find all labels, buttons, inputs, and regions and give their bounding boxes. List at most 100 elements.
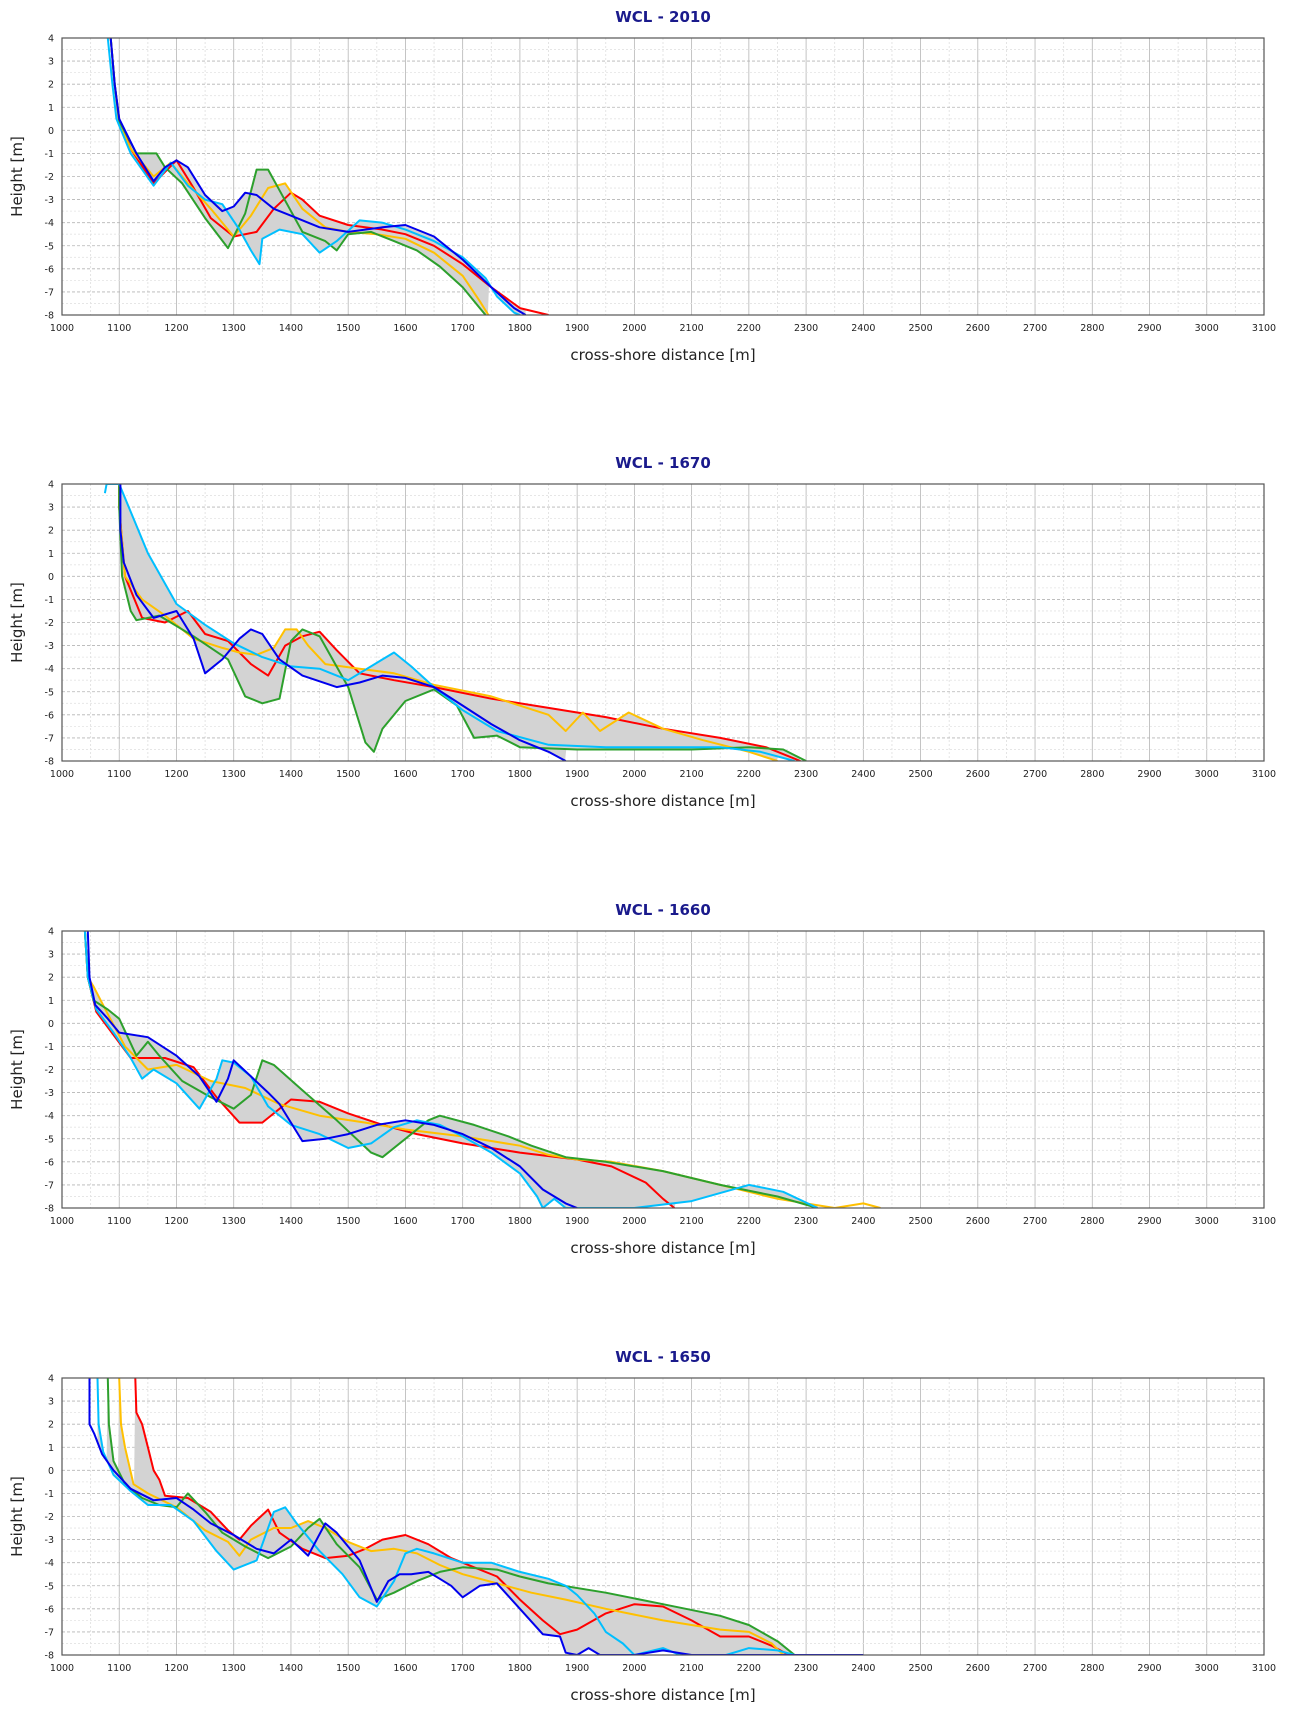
chart-panel-1: WCL - 2010 1000 1100 1200 1300 1400 1500 1600 17…: [0, 0, 1294, 380]
x-tick-label: 2600: [966, 1216, 990, 1227]
chart-title: WCL - 1660: [615, 901, 711, 919]
x-tick-label: 1000: [50, 1216, 74, 1227]
series-line-1: [134, 1378, 790, 1655]
y-tick-label: -2: [45, 1065, 54, 1076]
x-tick-label: 2600: [966, 323, 990, 334]
y-axis-label: Height [m]: [8, 1029, 26, 1110]
envelope-area: [97, 1378, 795, 1655]
x-tick-label: 1400: [279, 769, 303, 780]
y-tick-label: -5: [45, 1581, 54, 1592]
x-tick-label: 1400: [279, 1663, 303, 1674]
x-tick-label: 2100: [680, 1663, 704, 1674]
y-tick-label: 1: [48, 103, 54, 114]
x-tick-label: 1200: [164, 1216, 188, 1227]
y-tick-label: 0: [48, 1019, 54, 1030]
series-line-4: [96, 1378, 795, 1655]
x-tick-label: 2400: [851, 1663, 875, 1674]
x-tick-label: 2800: [1080, 323, 1104, 334]
x-tick-label: 3100: [1252, 1216, 1276, 1227]
x-tick-label: 1600: [393, 1663, 417, 1674]
y-tick-label: -1: [45, 1489, 54, 1500]
x-tick-label: 1000: [50, 323, 74, 334]
plot-border: [61, 37, 1265, 316]
y-tick-label: 1: [48, 549, 54, 560]
x-tick-label: 2200: [737, 769, 761, 780]
x-tick-label: 1500: [336, 1663, 360, 1674]
x-tick-label: 1700: [451, 323, 475, 334]
y-tick-label: 2: [48, 526, 54, 537]
y-tick-label: -3: [45, 1535, 54, 1546]
y-tick-label: -1: [45, 595, 54, 606]
x-tick-label: 1800: [508, 1216, 532, 1227]
y-tick-label: 4: [48, 1374, 54, 1385]
x-tick-label: 1300: [222, 1216, 246, 1227]
y-tick-label: 4: [48, 480, 54, 491]
x-axis-label: cross-shore distance [m]: [570, 1239, 755, 1257]
x-tick-label: 3000: [1195, 1663, 1219, 1674]
x-tick-label: 1100: [107, 1216, 131, 1227]
x-tick-label: 2300: [794, 1216, 818, 1227]
series-line-4: [83, 931, 818, 1208]
y-tick-label: 1: [48, 1443, 54, 1454]
profile-chart-1: WCL - 2010 1000 1100 1200 1300 1400 1500 1600 17…: [8, 8, 1276, 364]
x-tick-label: 1100: [107, 769, 131, 780]
x-tick-label: 1700: [451, 769, 475, 780]
y-tick-label: -8: [45, 757, 54, 768]
x-tick-label: 2100: [680, 769, 704, 780]
x-tick-label: 2900: [1137, 769, 1161, 780]
chart-panel-4: WCL - 1650 1000 1100 1200 1300 1400 1500 1600 17…: [0, 1340, 1294, 1720]
x-tick-label: 2000: [622, 1663, 646, 1674]
y-tick-label: -6: [45, 710, 54, 721]
x-tick-label: 2400: [851, 769, 875, 780]
y-tick-label: -3: [45, 1088, 54, 1099]
x-tick-label: 1200: [164, 1663, 188, 1674]
x-tick-label: 1500: [336, 1216, 360, 1227]
y-tick-label: 0: [48, 1466, 54, 1477]
grid: [61, 1377, 1265, 1656]
x-tick-label: 2700: [1023, 769, 1047, 780]
y-tick-label: 2: [48, 1420, 54, 1431]
x-tick-label: 2100: [680, 323, 704, 334]
chart-panel-2: WCL - 1670 1000 1100 1200 1300 1400 1500 1600 17…: [0, 446, 1294, 826]
y-tick-label: -7: [45, 287, 54, 298]
x-tick-label: 1000: [50, 769, 74, 780]
x-axis-label: cross-shore distance [m]: [570, 1686, 755, 1704]
y-tick-label: 2: [48, 80, 54, 91]
chart-panel-3: WCL - 1660 1000 1100 1200 1300 1400 1500 1600 17…: [0, 893, 1294, 1273]
series-line-5: [88, 1378, 864, 1655]
y-tick-label: -3: [45, 195, 54, 206]
x-tick-label: 2500: [908, 769, 932, 780]
y-tick-label: -3: [45, 641, 54, 652]
x-tick-label: 1900: [565, 769, 589, 780]
x-tick-label: 2900: [1137, 1663, 1161, 1674]
x-tick-label: 1900: [565, 1663, 589, 1674]
y-tick-label: 4: [48, 927, 54, 938]
x-tick-label: 2000: [622, 1216, 646, 1227]
y-tick-label: 0: [48, 126, 54, 137]
x-tick-label: 1700: [451, 1663, 475, 1674]
x-tick-label: 2300: [794, 1663, 818, 1674]
y-tick-label: 0: [48, 572, 54, 583]
chart-title: WCL - 1670: [615, 454, 711, 472]
x-tick-label: 1800: [508, 769, 532, 780]
y-tick-label: -8: [45, 1651, 54, 1662]
plot-border: [61, 930, 1265, 1209]
y-tick-label: 2: [48, 973, 54, 984]
y-tick-label: -2: [45, 172, 54, 183]
x-tick-label: 1900: [565, 323, 589, 334]
chart-title: WCL - 1650: [615, 1348, 711, 1366]
x-tick-label: 2700: [1023, 323, 1047, 334]
x-tick-label: 1600: [393, 769, 417, 780]
y-axis-label: Height [m]: [8, 136, 26, 217]
x-tick-label: 1600: [393, 323, 417, 334]
x-tick-label: 1500: [336, 323, 360, 334]
y-tick-label: 3: [48, 503, 54, 514]
y-tick-label: 3: [48, 57, 54, 68]
x-tick-label: 2000: [622, 323, 646, 334]
x-tick-label: 2800: [1080, 1663, 1104, 1674]
x-tick-label: 3100: [1252, 769, 1276, 780]
x-tick-label: 1600: [393, 1216, 417, 1227]
x-tick-label: 1900: [565, 1216, 589, 1227]
x-tick-label: 2600: [966, 769, 990, 780]
